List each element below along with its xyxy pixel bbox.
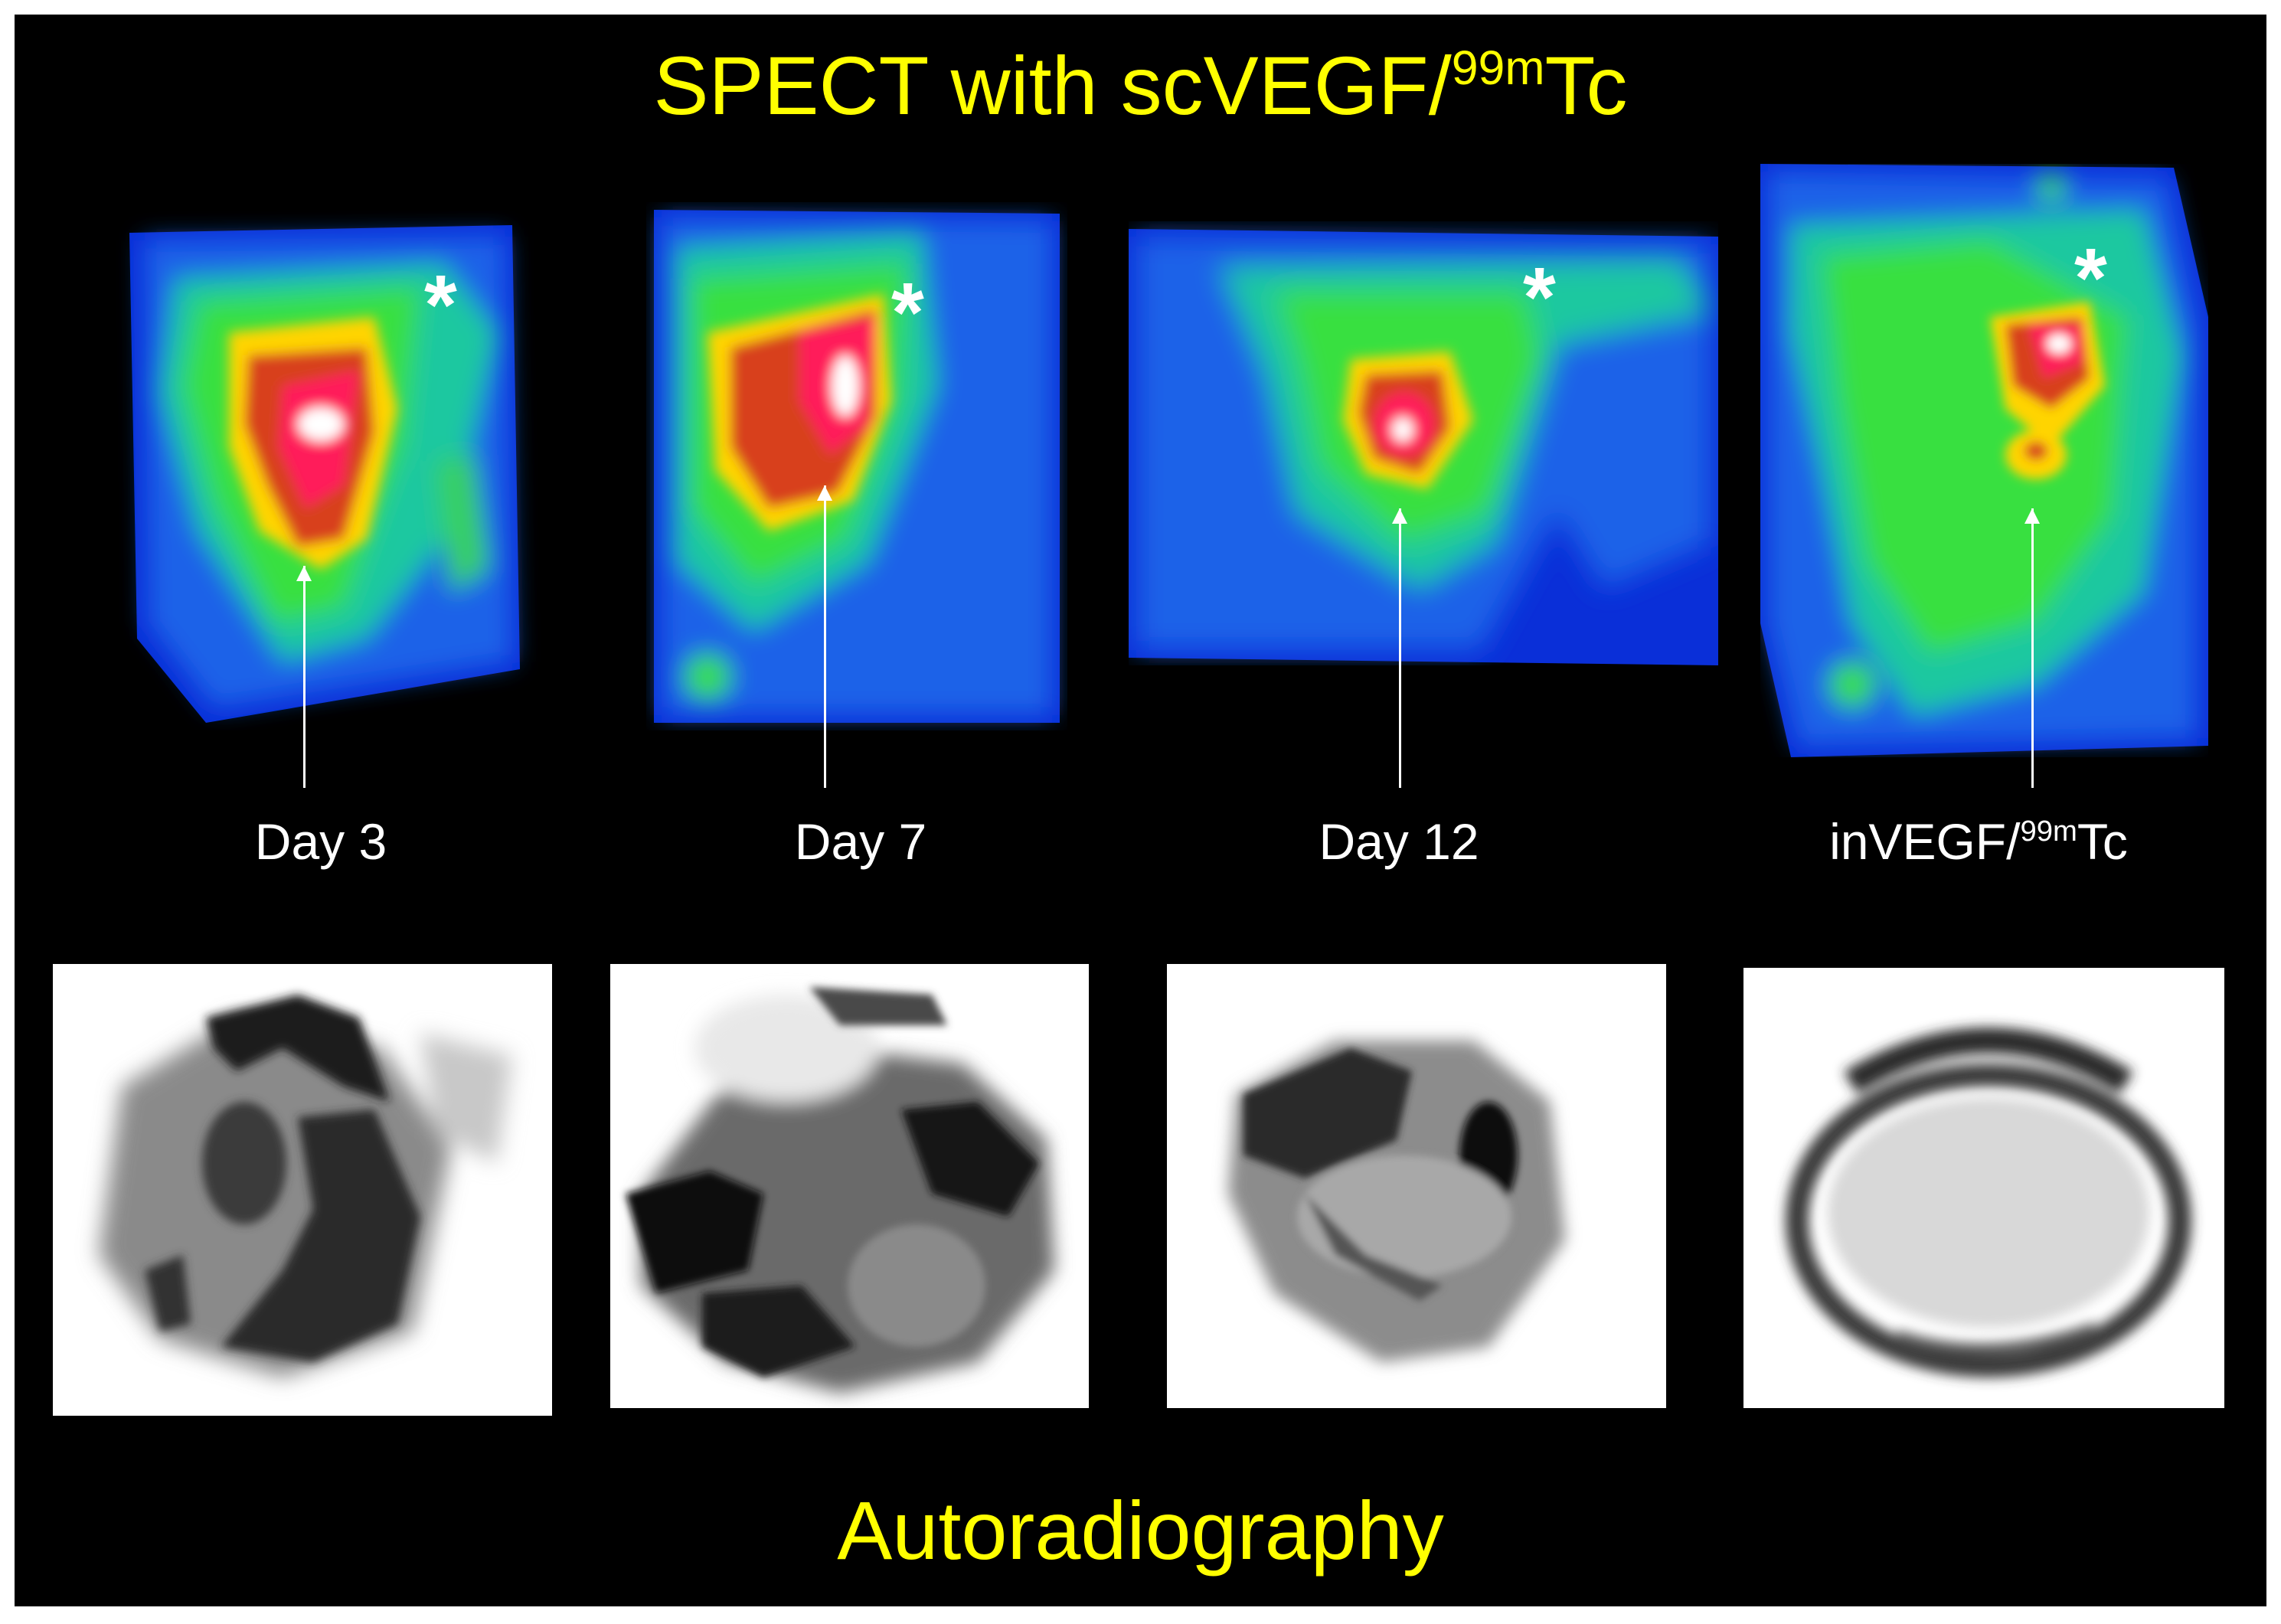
arrow-day-3 [303,566,306,788]
autoradiograph-3 [1167,964,1666,1408]
autoradiograph-2 [610,964,1089,1408]
arrow-day-7 [824,485,826,788]
spect-image-day-12 [1129,221,1718,665]
title-superscript: 99m [1451,41,1545,96]
footer-title: Autoradiography [837,1484,1444,1577]
arrow-day-12 [1399,508,1401,788]
marker-asterisk-1: * [424,258,457,352]
arrowhead-day-12 [1392,508,1407,524]
label-day-7: Day 7 [794,813,927,870]
autoradiograph-4 [1743,968,2224,1408]
arrowhead-day-3 [296,566,312,581]
label-invegf: inVEGF/99mTc [1749,811,2208,881]
spect-image-day-7 [646,202,1067,730]
arrowhead-day-7 [817,485,832,501]
figure-frame: SPECT with scVEGF/99mTc [15,15,2266,1606]
figure-title: SPECT with scVEGF/99mTc [15,28,2266,155]
marker-asterisk-3: * [1523,250,1556,345]
arrow-invegf [2031,508,2034,788]
label-invegf-prefix: inVEGF/ [1829,813,2021,870]
spect-image-day-3 [114,210,543,730]
title-suffix: Tc [1544,39,1628,132]
label-invegf-suffix: Tc [2077,813,2128,870]
label-day-3: Day 3 [254,813,387,870]
title-prefix: SPECT with scVEGF/ [653,39,1452,132]
spect-image-invegf [1760,164,2208,757]
marker-asterisk-4: * [2074,231,2107,325]
marker-asterisk-2: * [891,266,924,360]
label-invegf-superscript: 99m [2020,815,2077,848]
label-day-12: Day 12 [1319,813,1479,870]
autoradiograph-1 [53,964,552,1416]
arrowhead-invegf [2024,508,2040,524]
